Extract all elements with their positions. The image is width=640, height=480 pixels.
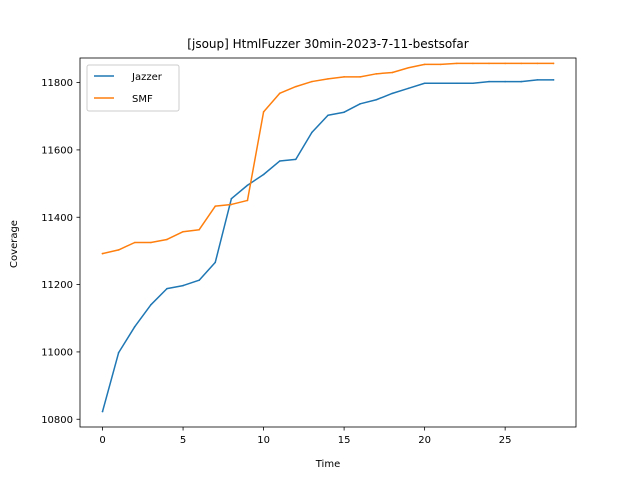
data-point-jazzer (439, 82, 442, 85)
y-tick-label: 11000 (41, 348, 73, 359)
data-point-smf (246, 199, 249, 202)
data-point-smf (214, 205, 217, 207)
data-point-smf (520, 62, 523, 65)
legend-label: Jazzer (131, 72, 163, 83)
data-point-jazzer (359, 102, 362, 105)
data-point-jazzer (375, 98, 378, 101)
data-point-jazzer (536, 79, 539, 81)
data-point-smf (294, 85, 297, 88)
data-point-jazzer (246, 184, 249, 187)
y-tick-label: 11200 (41, 280, 73, 291)
data-point-jazzer (343, 111, 345, 114)
data-point-jazzer (407, 87, 410, 90)
plot-background (80, 58, 576, 427)
y-tick-label: 11800 (41, 78, 73, 89)
data-point-jazzer (520, 80, 523, 83)
data-point-jazzer (423, 82, 426, 85)
data-point-smf (552, 62, 555, 65)
data-point-jazzer (456, 82, 458, 85)
data-point-jazzer (488, 80, 490, 83)
y-tick-label: 11600 (41, 146, 73, 157)
x-tick-label: 20 (418, 435, 431, 446)
data-point-smf (423, 63, 426, 66)
data-point-jazzer (166, 287, 168, 290)
x-tick-label: 10 (257, 435, 270, 446)
data-point-smf (343, 76, 345, 78)
data-point-smf (150, 241, 152, 244)
data-point-jazzer (552, 79, 555, 81)
plot-area (80, 58, 576, 427)
data-point-jazzer (182, 284, 184, 287)
data-point-smf (311, 80, 313, 83)
data-point-smf (391, 71, 394, 74)
data-point-smf (278, 92, 281, 95)
legend-item-smf: SMF (94, 94, 153, 105)
x-tick-label: 25 (499, 435, 512, 446)
legend: Jazzer SMF (86, 64, 180, 112)
y-tick-label: 11400 (41, 213, 73, 224)
data-point-smf (456, 62, 458, 65)
data-point-jazzer (504, 80, 506, 83)
data-point-jazzer (262, 173, 265, 176)
data-point-smf (327, 78, 329, 80)
x-tick-label: 0 (99, 435, 105, 446)
data-point-jazzer (391, 92, 394, 95)
axes-layer: 0 5 10 15 20 25 10800 11000 11200 11400 11600 11800 (41, 57, 577, 446)
data-point-jazzer (198, 279, 200, 282)
axes-frame (79, 57, 577, 428)
data-point-smf (198, 228, 200, 231)
data-point-jazzer (230, 197, 233, 200)
data-point-smf (101, 252, 104, 255)
data-point-smf (230, 203, 233, 206)
data-point-jazzer (311, 131, 313, 134)
data-point-jazzer (294, 158, 297, 161)
data-point-jazzer (150, 303, 152, 306)
x-tick-label: 15 (338, 435, 351, 446)
data-point-smf (536, 62, 539, 65)
data-point-smf (166, 238, 168, 241)
data-point-smf (472, 62, 474, 65)
data-point-smf (262, 111, 265, 113)
y-axis-label: Coverage (9, 220, 20, 268)
data-point-smf (359, 76, 362, 78)
y-tick-label: 10800 (41, 415, 73, 426)
data-point-jazzer (101, 410, 104, 413)
data-point-smf (117, 249, 120, 251)
data-point-smf (375, 73, 378, 75)
data-point-smf (133, 241, 136, 244)
series-layer (101, 62, 555, 413)
data-point-smf (488, 62, 490, 65)
data-point-smf (182, 230, 184, 233)
x-axis-label: Time (315, 459, 340, 470)
x-tick-label: 5 (180, 435, 186, 446)
data-point-jazzer (472, 82, 474, 85)
legend-label: SMF (132, 94, 153, 105)
legend-item-jazzer: Jazzer (94, 72, 163, 83)
chart-title: [jsoup] HtmlFuzzer 30min-2023-7-11-bests… (187, 37, 468, 51)
data-point-smf (407, 66, 410, 69)
data-point-jazzer (214, 261, 217, 264)
series-jazzer (101, 79, 555, 413)
data-point-jazzer (117, 351, 120, 354)
data-point-jazzer (327, 114, 329, 117)
data-point-jazzer (133, 325, 136, 328)
data-point-jazzer (278, 160, 281, 162)
data-point-smf (439, 63, 442, 66)
data-point-smf (504, 62, 506, 65)
series-smf (101, 62, 555, 255)
